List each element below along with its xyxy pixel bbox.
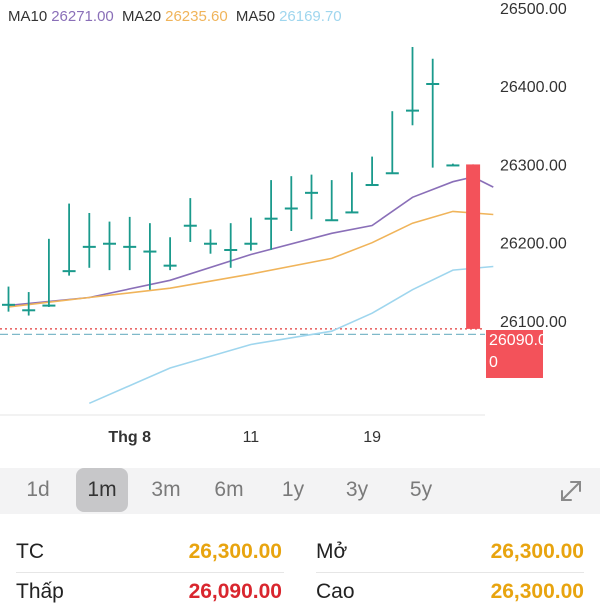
price-tag-line2: 0 [489, 354, 498, 371]
ma20-label: MA20 [121, 8, 162, 25]
high-price-label: Cao [316, 580, 355, 603]
candle-body [163, 264, 177, 267]
series-line-ma50 [88, 265, 494, 405]
candle-body [406, 109, 419, 112]
candle-body [244, 242, 258, 245]
x-tick-label: 19 [363, 429, 381, 446]
candle-body [385, 172, 399, 175]
range-1d-button[interactable]: 1d [26, 478, 50, 501]
y-tick-label: 26300.00 [500, 157, 567, 174]
series-line-ma10 [8, 176, 494, 307]
series-line-ma20 [8, 210, 494, 308]
ma50-value: 26169.70 [279, 8, 342, 25]
candle-body [42, 304, 56, 307]
candle-body [22, 309, 36, 312]
y-tick-label: 26400.00 [500, 79, 567, 96]
range-6m-button[interactable]: 6m [214, 478, 244, 501]
range-5y-button[interactable]: 5y [409, 478, 433, 501]
candle-body [224, 249, 238, 251]
ma20-value: 26235.60 [165, 8, 228, 25]
x-tick-label: 11 [243, 429, 260, 446]
y-tick-label: 26100.00 [500, 314, 567, 331]
ma10-label: MA10 [8, 8, 48, 25]
range-1y-button[interactable]: 1y [281, 478, 305, 501]
candle-body [305, 191, 318, 194]
candle-body [82, 245, 96, 248]
candle-body [426, 83, 440, 85]
price-stats: TC 26,300.00 Mở 26,300.00 Thấp 26,090.00… [0, 530, 600, 614]
candle-body [123, 245, 137, 248]
y-tick-label: 26200.00 [500, 236, 567, 253]
y-tick-label: 26500.00 [500, 1, 567, 18]
candle-body [62, 270, 76, 273]
expand-icon[interactable] [558, 478, 584, 504]
moving-average-legend: MA10 26271.00 MA20 26235.60 MA50 26169.70 [8, 8, 346, 25]
reference-price-value: 26,300.00 [188, 540, 282, 563]
candle-body [446, 164, 460, 167]
time-range-selector: 1d 1m 3m 6m 1y 3y 5y [0, 468, 600, 514]
candle-body [103, 242, 116, 245]
candle-body [143, 250, 157, 253]
candle-body [325, 219, 339, 222]
ma10-value: 26271.00 [51, 8, 114, 25]
range-3m-button[interactable]: 3m [151, 478, 181, 501]
divider [16, 572, 284, 573]
ma50-label: MA50 [235, 8, 276, 25]
candle-body [345, 211, 359, 214]
candle-body [264, 217, 278, 220]
range-3y-button[interactable]: 3y [345, 478, 369, 501]
stats-row-2: Thấp 26,090.00 Cao 26,300.00 [0, 572, 600, 614]
candle-body [183, 224, 197, 227]
candle-body [284, 207, 298, 210]
reference-price-label: TC [16, 540, 44, 563]
high-price-value: 26,300.00 [490, 580, 584, 603]
candle-body [2, 303, 15, 306]
candle-body [466, 164, 481, 329]
low-price-label: Thấp [16, 580, 64, 603]
stats-row-1: TC 26,300.00 Mở 26,300.00 [0, 530, 600, 572]
candle-body [204, 242, 217, 245]
open-price-label: Mở [316, 540, 348, 563]
current-price-tag: 26090.00 0 [486, 330, 556, 378]
candle-body [365, 184, 379, 187]
low-price-value: 26,090.00 [188, 580, 282, 603]
divider [316, 572, 584, 573]
x-tick-label: Thg 8 [108, 429, 151, 446]
candlestick-chart[interactable]: 26500.00 26400.00 26300.00 26200.00 26100.00… [0, 0, 600, 460]
open-price-value: 26,300.00 [490, 540, 584, 563]
price-tag-line1: 26090.00 [489, 332, 556, 349]
range-1m-button[interactable]: 1m [76, 468, 128, 512]
